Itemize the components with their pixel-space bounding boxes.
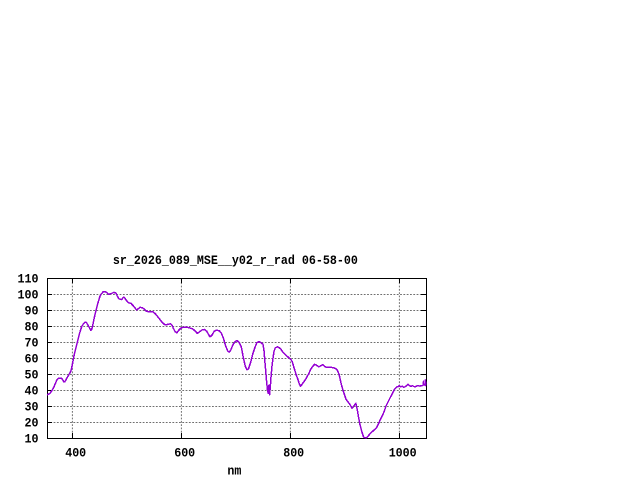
svg-text:60: 60 xyxy=(25,352,39,367)
svg-text:80: 80 xyxy=(25,320,39,335)
svg-text:90: 90 xyxy=(25,304,39,319)
svg-text:30: 30 xyxy=(25,400,39,415)
svg-text:70: 70 xyxy=(25,336,39,351)
svg-text:100: 100 xyxy=(18,288,39,303)
svg-text:110: 110 xyxy=(18,272,39,287)
svg-text:400: 400 xyxy=(65,446,86,461)
svg-text:sr_2026_089_MSE__y02_r_rad 06-: sr_2026_089_MSE__y02_r_rad 06-58-00 xyxy=(113,253,358,268)
svg-text:40: 40 xyxy=(25,384,39,399)
svg-text:nm: nm xyxy=(227,464,241,479)
svg-text:10: 10 xyxy=(25,432,39,447)
svg-text:600: 600 xyxy=(174,446,195,461)
svg-text:1000: 1000 xyxy=(389,446,417,461)
svg-text:20: 20 xyxy=(25,416,39,431)
svg-text:800: 800 xyxy=(283,446,304,461)
svg-text:50: 50 xyxy=(25,368,39,383)
